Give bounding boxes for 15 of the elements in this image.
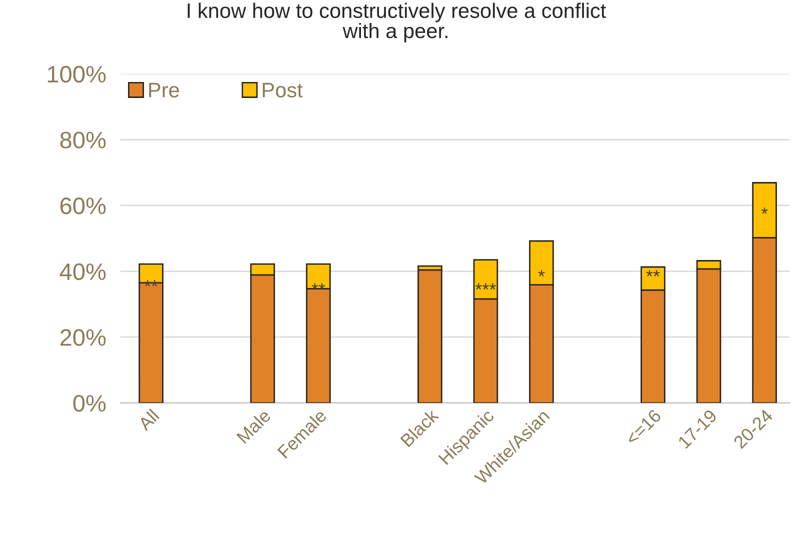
y-tick-label: 20% [60, 329, 106, 346]
x-tick-label: All [136, 408, 160, 432]
bar [418, 269, 442, 403]
y-tick-label: 80% [60, 132, 106, 148]
y-tick-label: 40% [60, 263, 106, 280]
legend-label: Post [262, 82, 303, 98]
annotation: * [538, 270, 545, 276]
y-tick-label: 60% [60, 198, 106, 214]
annotation: ** [646, 270, 660, 276]
annotation: * [761, 208, 768, 214]
legend-label: Pre [149, 82, 179, 98]
y-tick-label: 100% [48, 66, 106, 83]
chart-title: I know how to constructively resolve a conflict with a peer. [188, 2, 606, 42]
y-tick-label: 0% [73, 395, 106, 412]
annotation: *** [475, 283, 496, 290]
